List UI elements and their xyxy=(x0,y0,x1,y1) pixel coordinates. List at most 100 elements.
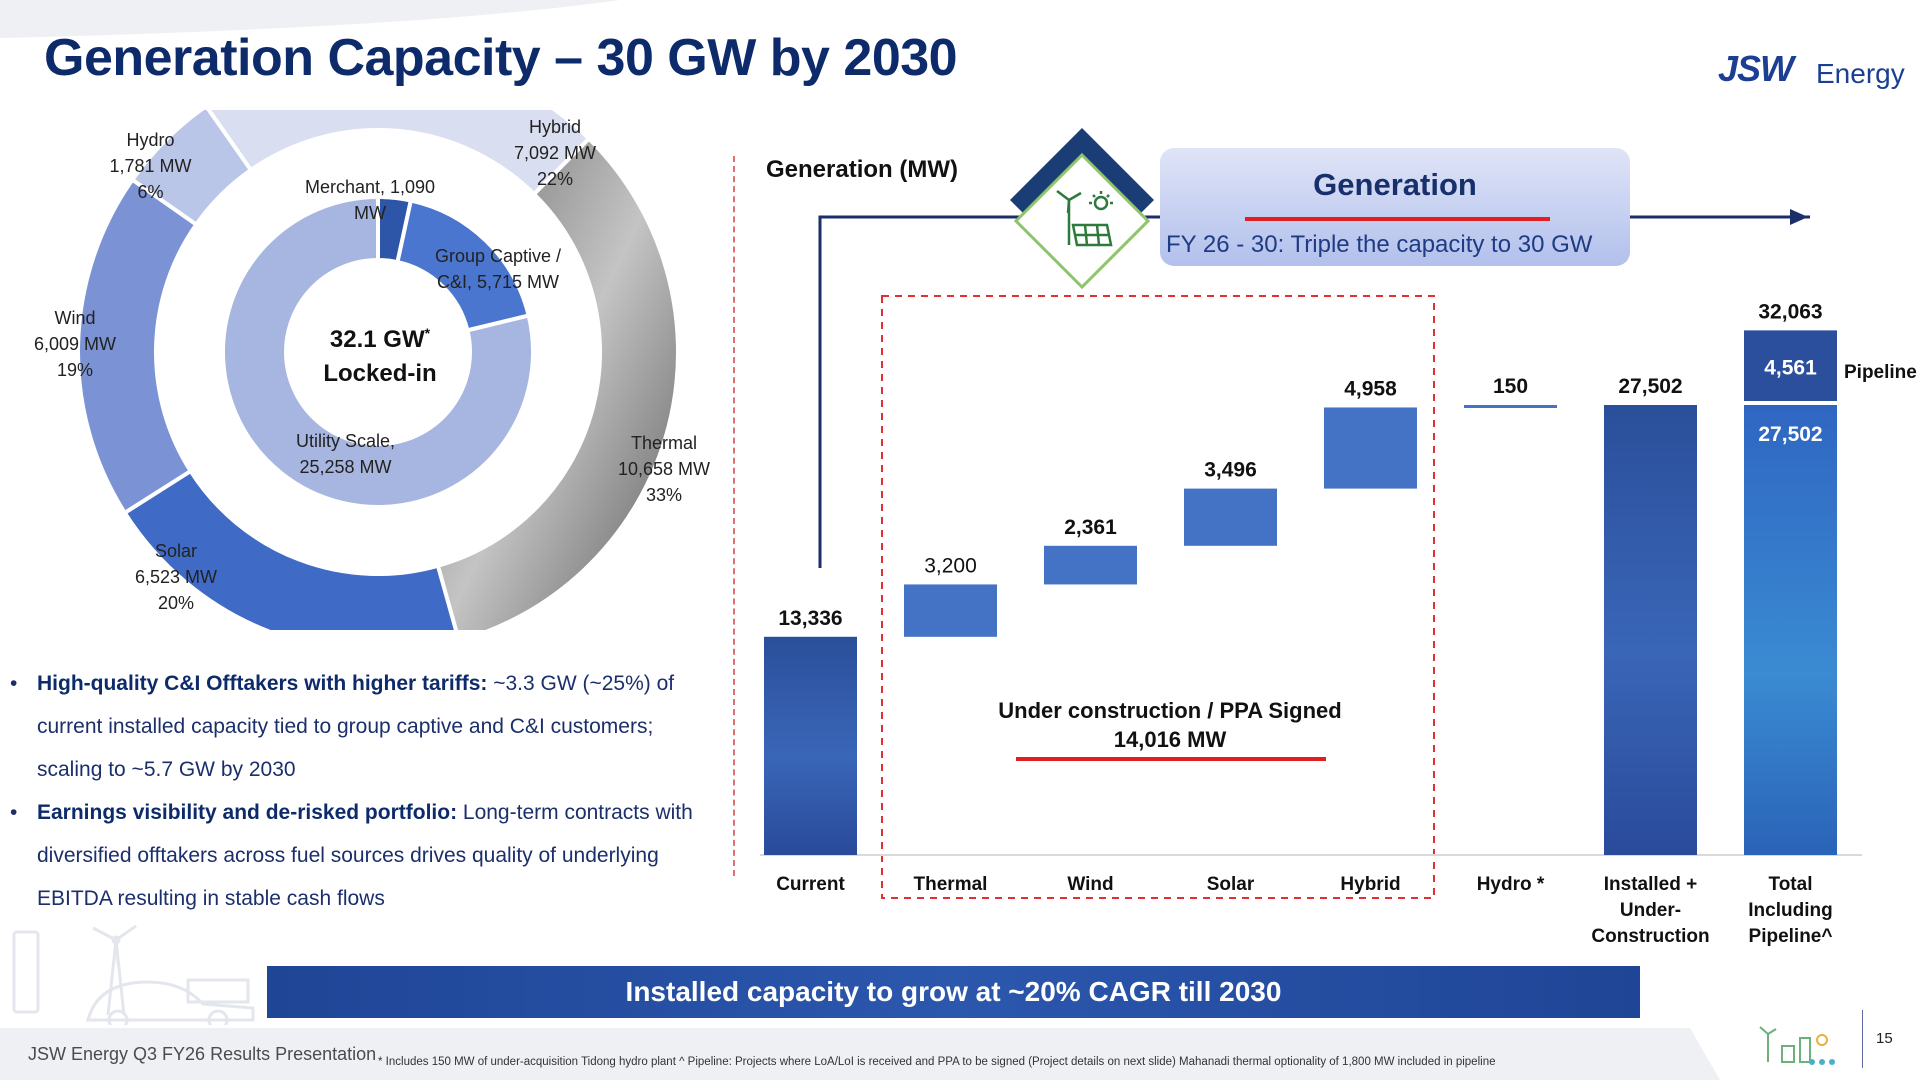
bracket-line2: 14,016 MW xyxy=(1113,727,1227,752)
bar-solar xyxy=(1184,488,1277,546)
donut-label-solar: Solar 6,523 MW 20% xyxy=(116,538,236,616)
capacity-donut-chart xyxy=(76,110,680,630)
utility-line1: Utility Scale, xyxy=(295,431,396,451)
generation-callout-box xyxy=(1160,148,1630,266)
captive-line1: Group Captive / xyxy=(434,246,562,266)
stack-label-installed: 27,502 xyxy=(1758,423,1822,446)
wind-name: Wind xyxy=(54,308,96,328)
donut-center-label: 32.1 GW* Locked-in xyxy=(300,316,460,391)
donut-label-hybrid: Hybrid 7,092 MW 22% xyxy=(495,114,615,192)
bullet-text: Long-term contracts with diversified off… xyxy=(37,801,693,910)
category-label-hydro: Hydro * xyxy=(1477,874,1545,895)
bar-hydro xyxy=(1464,405,1557,409)
center-asterisk: * xyxy=(424,325,431,341)
value-label-hydro: 150 xyxy=(1493,375,1528,398)
footnote: * Includes 150 MW of under-acquisition T… xyxy=(378,1056,1496,1068)
utility-line2: 25,258 MW xyxy=(299,457,392,477)
header-swoosh xyxy=(0,0,620,38)
jsw-energy-logo: JSW Energy xyxy=(1718,48,1905,98)
thermal-mw: 10,658 MW xyxy=(617,459,711,479)
generation-callout-underline xyxy=(1245,217,1550,221)
bullet-item: High-quality C&I Offtakers with higher t… xyxy=(10,662,710,791)
donut-label-wind: Wind 6,009 MW 19% xyxy=(10,305,140,383)
bar-total-including-pipeline-installed xyxy=(1744,405,1837,855)
pipeline-label: Pipeline xyxy=(1844,362,1917,383)
cagr-banner: Installed capacity to grow at ~20% CAGR … xyxy=(267,966,1640,1018)
hydro-pct: 6% xyxy=(137,182,164,202)
hybrid-mw: 7,092 MW xyxy=(513,143,597,163)
category-label-wind: Wind xyxy=(1067,874,1113,895)
bullet-text: ~3.3 GW (~25%) of current installed capa… xyxy=(37,672,675,781)
thermal-pct: 33% xyxy=(645,485,683,505)
bullet-item: Earnings visibility and de-risked portfo… xyxy=(10,791,710,920)
merchant-line2: MW xyxy=(354,203,386,223)
key-points: High-quality C&I Offtakers with higher t… xyxy=(10,662,710,920)
bar-installed-under-construction xyxy=(1604,405,1697,855)
category-label-total-including-pipeline: Total xyxy=(1769,874,1813,895)
category-label-installed-under-construction: Construction xyxy=(1591,926,1709,947)
bar-hybrid xyxy=(1324,407,1417,489)
hybrid-pct: 22% xyxy=(536,169,574,189)
ev-city-illustration xyxy=(12,924,255,1025)
category-label-thermal: Thermal xyxy=(914,874,988,895)
value-label-wind: 2,361 xyxy=(1064,516,1117,539)
bar-wind xyxy=(1044,545,1137,585)
captive-line2: C&I, 5,715 MW xyxy=(436,272,560,292)
footer-presentation-title: JSW Energy Q3 FY26 Results Presentation xyxy=(28,1044,377,1064)
bracket-underline xyxy=(1016,757,1326,761)
value-label-solar: 3,496 xyxy=(1204,459,1257,482)
category-label-installed-under-construction: Installed + xyxy=(1604,874,1697,895)
value-label-hybrid: 4,958 xyxy=(1344,377,1397,400)
donut-label-hydro: Hydro 1,781 MW 6% xyxy=(88,127,213,205)
inner-label-merchant: Merchant, 1,090 MW xyxy=(290,174,450,226)
category-label-solar: Solar xyxy=(1207,874,1255,895)
category-label-hybrid: Hybrid xyxy=(1340,874,1400,895)
bar-total-including-pipeline-pipeline xyxy=(1744,330,1837,401)
value-label-total-including-pipeline: 32,063 xyxy=(1758,300,1822,323)
generation-callout-title: Generation xyxy=(1313,167,1477,202)
solar-mw: 6,523 MW xyxy=(134,567,218,587)
thermal-name: Thermal xyxy=(630,433,697,453)
logo-mark: JSW xyxy=(1718,48,1794,89)
section-divider xyxy=(733,156,735,876)
bar-current xyxy=(764,636,857,855)
category-label-total-including-pipeline: Including xyxy=(1748,900,1832,921)
footer-band xyxy=(0,1028,1720,1080)
wind-mw: 6,009 MW xyxy=(33,334,117,354)
value-label-thermal: 3,200 xyxy=(924,554,977,577)
value-label-current: 13,336 xyxy=(778,607,842,630)
hybrid-name: Hybrid xyxy=(528,117,581,137)
stack-label-pipeline: 4,561 xyxy=(1764,357,1817,380)
page-number: 15 xyxy=(1876,1030,1893,1047)
value-label-installed-under-construction: 27,502 xyxy=(1618,375,1682,398)
page-number-rule xyxy=(1862,1010,1863,1068)
under-construction-bracket xyxy=(881,295,1435,899)
under-construction-label: Under construction / PPA Signed 14,016 M… xyxy=(960,696,1380,754)
sustainability-illustration xyxy=(1759,1026,1835,1065)
generation-icon-badge xyxy=(1010,128,1154,290)
category-label-installed-under-construction: Under- xyxy=(1620,900,1681,921)
outer-slice-hydro xyxy=(129,110,254,228)
hydro-mw: 1,781 MW xyxy=(109,156,192,176)
bracket-line1: Under construction / PPA Signed xyxy=(998,698,1342,723)
inner-slice-utility-scale xyxy=(221,194,535,509)
solar-pct: 20% xyxy=(157,593,195,613)
wind-pct: 19% xyxy=(56,360,94,380)
page-title: Generation Capacity – 30 GW by 2030 xyxy=(44,29,958,87)
center-locked-in: Locked-in xyxy=(323,360,437,387)
bullet-heading: High-quality C&I Offtakers with higher t… xyxy=(37,672,488,695)
generation-axis-label: Generation (MW) xyxy=(766,156,958,183)
logo-name: Energy xyxy=(1816,58,1905,89)
bar-thermal xyxy=(904,584,997,637)
solar-name: Solar xyxy=(154,541,198,561)
category-label-total-including-pipeline: Pipeline^ xyxy=(1749,926,1833,947)
inner-label-group-captive: Group Captive / C&I, 5,715 MW xyxy=(418,243,578,295)
inner-label-utility-scale: Utility Scale, 25,258 MW xyxy=(268,428,423,480)
donut-label-thermal: Thermal 10,658 MW 33% xyxy=(603,430,725,508)
bullet-heading: Earnings visibility and de-risked portfo… xyxy=(37,801,458,824)
merchant-line1: Merchant, 1,090 xyxy=(304,177,436,197)
outer-slice-thermal xyxy=(435,135,680,630)
hydro-name: Hydro xyxy=(126,130,175,150)
category-label-current: Current xyxy=(776,874,845,895)
